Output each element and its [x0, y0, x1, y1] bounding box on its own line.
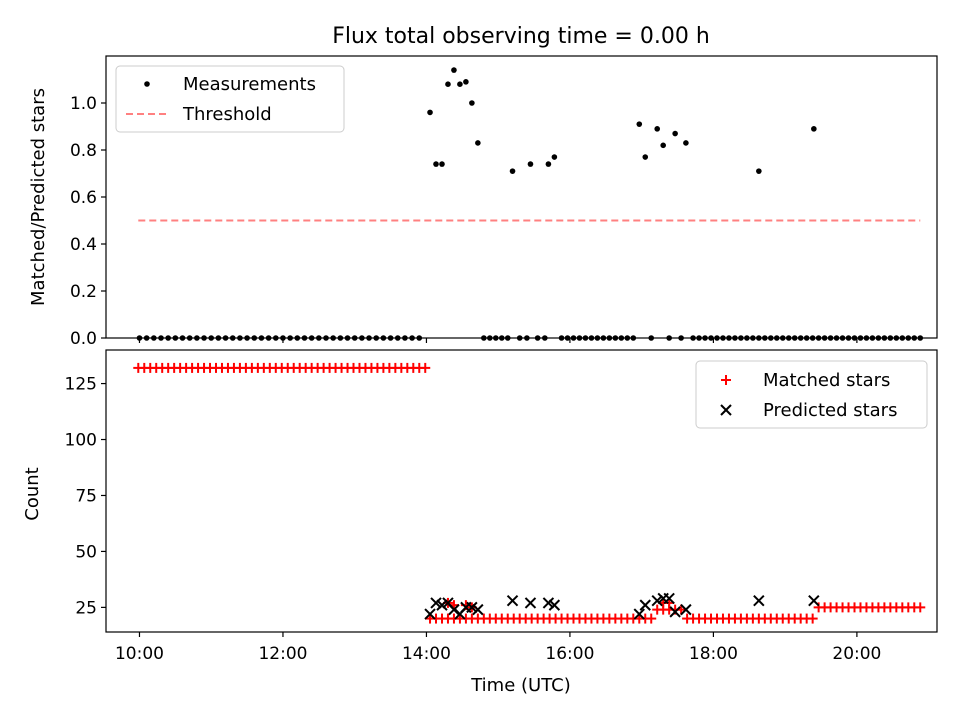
matched-star-point: [420, 362, 431, 373]
matched-star-point: [915, 602, 926, 613]
measurement-point: [445, 81, 451, 87]
measurement-point: [433, 161, 439, 167]
bottom-legend-box: [695, 360, 928, 429]
predicted-star-point: [808, 594, 820, 607]
star-count-panel: 25 50 75 100 125 10:00 12:00 14:00 16:00 18:00 20:…: [65, 349, 938, 664]
bottom-y-tick-label: 50: [75, 542, 97, 562]
x-tick-label: 14:00: [402, 644, 451, 664]
predicted-legend-label: Predicted stars: [763, 400, 897, 421]
measurement-point: [551, 154, 558, 160]
predicted-star-point: [506, 594, 519, 607]
x-tick-label: 16:00: [545, 644, 594, 664]
top-y-tick-label: 0.2: [70, 282, 97, 302]
x-tick-label: 10:00: [115, 644, 164, 664]
threshold-legend-label: Threshold: [182, 104, 272, 125]
predicted-star-point: [448, 603, 460, 616]
measurement-point: [463, 79, 469, 85]
bottom-y-tick-label: 25: [75, 598, 97, 618]
predicted-star-point: [472, 603, 484, 616]
predicted-star-point: [548, 599, 561, 611]
x-tick-label: 20:00: [832, 644, 881, 664]
predicted-star-point: [680, 603, 692, 616]
measurement-point: [636, 121, 643, 127]
predicted-legend-marker: [720, 404, 732, 416]
bottom-y-tick-label: 100: [65, 431, 97, 451]
x-tick-label: 18:00: [689, 644, 738, 664]
measurement-point: [654, 126, 661, 132]
top-y-tick-label: 0.0: [70, 329, 97, 349]
measurement-point: [475, 140, 481, 146]
measurement-point: [545, 161, 552, 167]
measurement-point: [469, 100, 475, 106]
top-y-tick-label: 0.6: [70, 188, 97, 208]
measurement-point: [509, 168, 516, 174]
flux-ratio-panel: 0.0 0.2 0.4 0.6 0.8 1.0 Measurements Threshold: [70, 55, 938, 349]
bottom-axes-frame: [105, 349, 938, 633]
bottom-y-axis-label: Count: [22, 467, 43, 520]
measurement-point: [660, 142, 666, 149]
predicted-star-point: [430, 597, 442, 609]
top-y-axis-label: Matched/Predicted stars: [28, 88, 49, 306]
predicted-star-point: [663, 592, 675, 605]
measurement-point: [451, 67, 457, 73]
x-tick-label: 12:00: [258, 644, 307, 664]
top-legend-box: [115, 65, 345, 133]
top-legend: Measurements Threshold: [115, 65, 345, 133]
predicted-star-point: [542, 597, 555, 609]
measurement-point: [756, 168, 762, 174]
measurement-legend-label: Measurements: [183, 74, 316, 95]
predicted-star-point: [669, 606, 681, 618]
measurement-point: [439, 161, 445, 167]
predicted-star-point: [424, 608, 436, 620]
predicted-star-point: [633, 608, 645, 620]
bottom-y-tick-label: 125: [65, 375, 97, 395]
measurement-point: [811, 126, 817, 132]
chart-title: Flux total observing time = 0.00 h: [332, 24, 710, 49]
predicted-star-point: [436, 599, 448, 611]
top-y-tick-label: 1.0: [70, 94, 97, 114]
matched-legend-label: Matched stars: [763, 370, 890, 391]
matched-star-point: [807, 613, 818, 624]
bottom-legend: Matched stars Predicted stars: [695, 360, 928, 429]
matched-legend-marker: [721, 375, 731, 385]
matched-star-point: [646, 613, 657, 624]
predicted-star-point: [753, 594, 765, 607]
top-y-tick-label: 0.8: [70, 141, 97, 161]
predicted-star-point: [651, 594, 663, 607]
measurement-point: [672, 130, 678, 137]
measurement-point: [527, 161, 534, 167]
predicted-star-point: [466, 601, 478, 614]
measurement-point: [457, 81, 463, 87]
measurement-point: [642, 154, 649, 160]
predicted-star-point: [639, 599, 651, 611]
predicted-star-point: [524, 597, 537, 609]
measurement-point: [683, 140, 689, 146]
measurement-point: [427, 109, 433, 116]
measurement-legend-marker: [144, 81, 150, 87]
bottom-y-tick-label: 75: [75, 486, 97, 506]
x-axis-label: Time (UTC): [470, 675, 571, 696]
top-y-tick-label: 0.4: [70, 235, 97, 255]
